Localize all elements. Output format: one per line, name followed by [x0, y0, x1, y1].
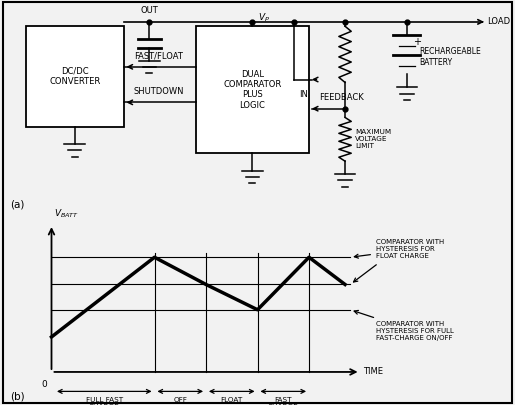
Text: FAST
CHARGE: FAST CHARGE: [268, 397, 299, 405]
Text: SHUTDOWN: SHUTDOWN: [134, 87, 184, 96]
Text: $V_P$: $V_P$: [258, 12, 269, 24]
Text: RECHARGEABLE
BATTERY: RECHARGEABLE BATTERY: [420, 47, 482, 66]
Text: DC/DC
CONVERTER: DC/DC CONVERTER: [49, 67, 100, 86]
Text: DUAL
COMPARATOR
PLUS
LOGIC: DUAL COMPARATOR PLUS LOGIC: [223, 70, 282, 110]
Text: +: +: [413, 37, 421, 47]
Text: IN: IN: [299, 90, 307, 100]
FancyBboxPatch shape: [26, 26, 124, 127]
Text: OUT: OUT: [141, 6, 158, 15]
FancyBboxPatch shape: [196, 26, 309, 153]
Text: FLOAT: FLOAT: [220, 397, 243, 403]
Text: FEEDBACK: FEEDBACK: [319, 93, 364, 102]
Text: MAXIMUM
VOLTAGE
LIMIT: MAXIMUM VOLTAGE LIMIT: [355, 129, 391, 149]
Text: (b): (b): [10, 391, 25, 401]
Text: TIME: TIME: [363, 367, 383, 377]
Text: LOAD: LOAD: [487, 17, 510, 26]
Text: FAST/FLOAT: FAST/FLOAT: [134, 51, 183, 60]
Text: $V_{BATT}$: $V_{BATT}$: [54, 208, 79, 220]
Text: COMPARATOR WITH
HYSTERESIS FOR
FLOAT CHARGE: COMPARATOR WITH HYSTERESIS FOR FLOAT CHA…: [354, 239, 444, 260]
Text: 0: 0: [41, 380, 47, 389]
Text: COMPARATOR WITH
HYSTERESIS FOR FULL
FAST-CHARGE ON/OFF: COMPARATOR WITH HYSTERESIS FOR FULL FAST…: [354, 310, 454, 341]
Text: FULL FAST
CHARGE: FULL FAST CHARGE: [85, 397, 123, 405]
Text: (a): (a): [10, 200, 25, 210]
Text: OFF: OFF: [174, 397, 187, 403]
